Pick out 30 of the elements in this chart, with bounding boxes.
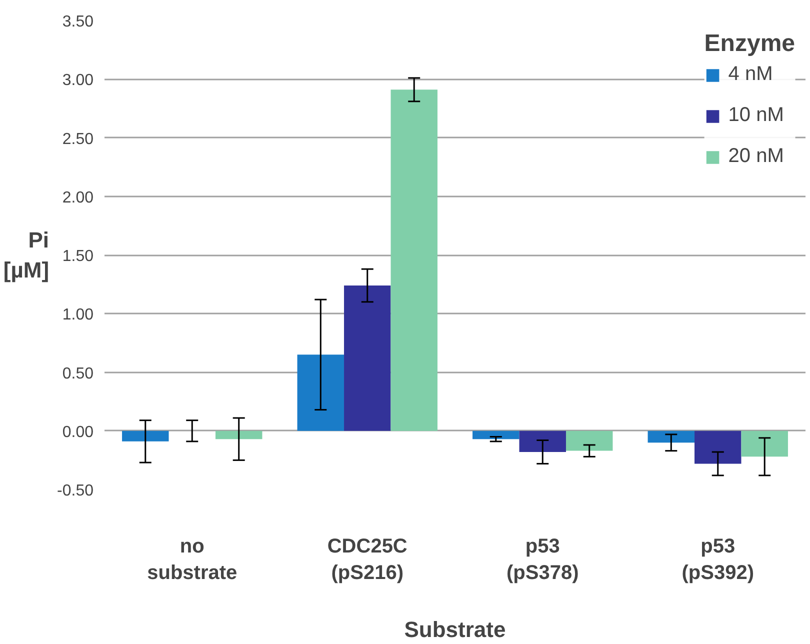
y-tick-label: 3.50 (62, 14, 94, 30)
bar (122, 430, 169, 442)
y-tick-label: 1.50 (62, 248, 94, 265)
bar (648, 430, 695, 443)
legend-label: 20 nM (728, 145, 784, 168)
y-tick-label: 1.00 (62, 306, 94, 324)
bar (694, 430, 742, 464)
legend-label: 10 nM (728, 104, 784, 127)
y-tick-label: 2.00 (62, 189, 94, 206)
y-tick-label: 0.50 (62, 365, 94, 382)
y-tick-label: -0.50 (57, 482, 94, 500)
bar (344, 285, 391, 431)
y-tick-label: 3.00 (62, 72, 94, 90)
bar (215, 430, 262, 440)
bar (390, 90, 438, 431)
bar (519, 430, 566, 452)
bar (741, 430, 788, 457)
x-axis-title: Substrate (404, 616, 506, 642)
y-tick-label: 2.50 (62, 130, 94, 148)
bar (566, 430, 613, 451)
x-tick-label: CDC25C (pS216) (327, 536, 408, 584)
x-tick-label: p53 (pS378) (506, 536, 579, 584)
legend-title: Enzyme (704, 30, 795, 58)
x-tick-label: no substrate (147, 536, 238, 584)
y-tick-label: 0.00 (62, 424, 94, 441)
bar (297, 354, 344, 431)
legend-label: 4 nM (728, 63, 773, 86)
y-axis-title: Pi [µM] (3, 228, 50, 282)
bar (472, 430, 520, 440)
x-tick-label: p53 (pS392) (682, 536, 754, 584)
